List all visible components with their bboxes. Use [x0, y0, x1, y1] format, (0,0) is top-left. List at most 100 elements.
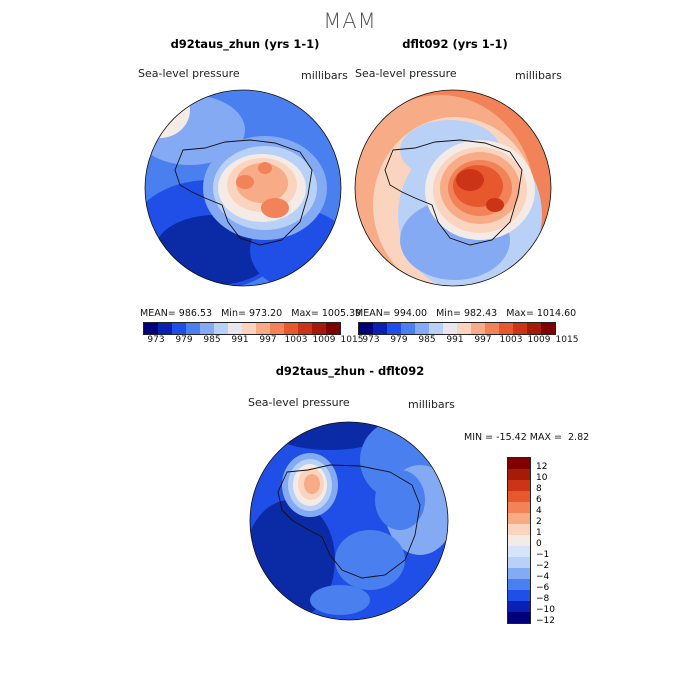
panel1-stats: MEAN= 986.53 Min= 973.20 Max= 1005.39 [140, 308, 361, 319]
panel3-colorbar-label: 2 [536, 517, 542, 527]
panel2-max: 1014.60 [536, 308, 577, 319]
panel2-colorbar-swatch [359, 323, 373, 334]
panel1-max-label: Max= [291, 308, 322, 319]
panel1-colorbar-labels: 973 979 985 991 997 1003 1009 1015 [143, 335, 363, 347]
panel3-colorbar-label: −4 [536, 572, 550, 582]
panel3-colorbar-label: 8 [536, 484, 542, 494]
panel3-colorbar-swatch [508, 579, 530, 590]
panel1-colorbar-swatch [326, 323, 340, 334]
panel1-colorbar-swatch [242, 323, 256, 334]
panel1-colorbar [143, 322, 341, 335]
panel3-colorbar-label: −10 [536, 605, 555, 615]
panel1-title: d92taus_zhun (yrs 1-1) [170, 37, 320, 51]
panel3-colorbar-swatch [508, 590, 530, 601]
panel3-max-label: MAX = [529, 432, 568, 443]
panel1-colorbar-label: 985 [203, 335, 221, 345]
panel2-colorbar-swatch [415, 323, 429, 334]
panel1-antarctica-outline [174, 139, 313, 246]
panel2-variable-label: Sea-level pressure [355, 67, 457, 80]
panel1-colorbar-swatch [200, 323, 214, 334]
panel3-max: 2.82 [568, 432, 590, 443]
panel1-colorbar-swatch [172, 323, 186, 334]
panel3-colorbar [507, 457, 531, 624]
panel2-colorbar-label: 991 [446, 335, 464, 345]
panel2-colorbar-swatch [485, 323, 499, 334]
panel1-colorbar-label: 979 [175, 335, 193, 345]
panel3-colorbar-swatch [508, 458, 530, 469]
panel1-colorbar-swatch [186, 323, 200, 334]
panel2-map-border [354, 89, 552, 287]
panel1-colorbar-label: 997 [259, 335, 277, 345]
panel3-colorbar-swatch [508, 557, 530, 568]
panel3-contour-fill [250, 422, 448, 620]
panel1-colorbar-label: 1003 [284, 335, 308, 345]
panel3-colorbar-swatch [508, 524, 530, 535]
panel2-contour-fill [355, 90, 551, 286]
panel2-colorbar-label: 1009 [527, 335, 551, 345]
panel3-colorbar-label: −12 [536, 616, 555, 626]
panel1-min-label: Min= [221, 308, 249, 319]
panel3-colorbar-label: 0 [536, 539, 542, 549]
panel3-variable-label: Sea-level pressure [248, 396, 350, 409]
panel1-colorbar-swatch [298, 323, 312, 334]
panel3-stats: MIN = -15.42 MAX = 2.82 [464, 432, 589, 443]
panel3-colorbar-swatch [508, 469, 530, 480]
panel1-mean: 986.53 [178, 308, 213, 319]
panel3-colorbar-labels: 12 10 8 6 4 2 1 0 −1 −2 −4 −6 −8 −10 −12 [536, 457, 576, 627]
panel1-colorbar-swatch [284, 323, 298, 334]
panel2-colorbar-label: 979 [390, 335, 408, 345]
panel2-colorbar-swatch [401, 323, 415, 334]
panel3-colorbar-label: −6 [536, 583, 550, 593]
panel3-colorbar-label: −8 [536, 594, 550, 604]
panel2-colorbar-label: 985 [418, 335, 436, 345]
panel3-antarctica-outline [277, 464, 421, 579]
panel2-colorbar-swatch [443, 323, 457, 334]
panel3-map-border [249, 421, 449, 621]
panel1-contour-fill [145, 90, 341, 286]
panel3-colorbar-label: 12 [536, 462, 548, 472]
panel3-colorbar-label: −2 [536, 561, 550, 571]
panel2-colorbar-label: 1015 [555, 335, 579, 345]
panel1-variable-label: Sea-level pressure [138, 67, 240, 80]
panel2-colorbar-swatch [541, 323, 555, 334]
panel2-colorbar-label: 997 [474, 335, 492, 345]
panel2-stats: MEAN= 994.00 Min= 982.43 Max= 1014.60 [355, 308, 576, 319]
panel3-colorbar-swatch [508, 546, 530, 557]
panel2-mean-label: MEAN= [355, 308, 394, 319]
panel2-title: dflt092 (yrs 1-1) [402, 37, 508, 51]
panel2-colorbar-label: 973 [362, 335, 380, 345]
panel1-colorbar-label: 1015 [340, 335, 364, 345]
panel3-units-label: millibars [408, 398, 455, 411]
panel1-map-border [144, 89, 342, 287]
panel3-colorbar-label: 6 [536, 495, 542, 505]
panel1-mean-label: MEAN= [140, 308, 179, 319]
panel3-title: d92taus_zhun - dflt092 [275, 364, 425, 378]
panel3-min: -15.42 [496, 432, 527, 443]
panel3-min-label: MIN = [464, 432, 497, 443]
panel2-colorbar-label: 1003 [499, 335, 523, 345]
panel2-colorbar-swatch [429, 323, 443, 334]
panel2-colorbar-swatch [373, 323, 387, 334]
panel2-mean: 994.00 [393, 308, 428, 319]
panel3-colorbar-swatch [508, 612, 530, 623]
panel3-colorbar-swatch [508, 480, 530, 491]
panel1-colorbar-label: 973 [147, 335, 165, 345]
panel3-colorbar-label: 1 [536, 528, 542, 538]
panel1-colorbar-swatch [312, 323, 326, 334]
panel3-colorbar-swatch [508, 601, 530, 612]
panel2-colorbar-swatch [527, 323, 541, 334]
panel1-colorbar-label: 1009 [312, 335, 336, 345]
panel3-colorbar-swatch [508, 491, 530, 502]
panel1-colorbar-swatch [214, 323, 228, 334]
panel2-colorbar-labels: 973 979 985 991 997 1003 1009 1015 [358, 335, 578, 347]
panel1-colorbar-swatch [256, 323, 270, 334]
panel1-colorbar-swatch [158, 323, 172, 334]
panel3-colorbar-swatch [508, 568, 530, 579]
panel1-units-label: millibars [301, 69, 348, 82]
panel3-colorbar-label: 10 [536, 473, 548, 483]
panel1-colorbar-swatch [270, 323, 284, 334]
panel2-colorbar-swatch [513, 323, 527, 334]
panel1-colorbar-swatch [228, 323, 242, 334]
panel2-antarctica-outline [384, 139, 523, 246]
